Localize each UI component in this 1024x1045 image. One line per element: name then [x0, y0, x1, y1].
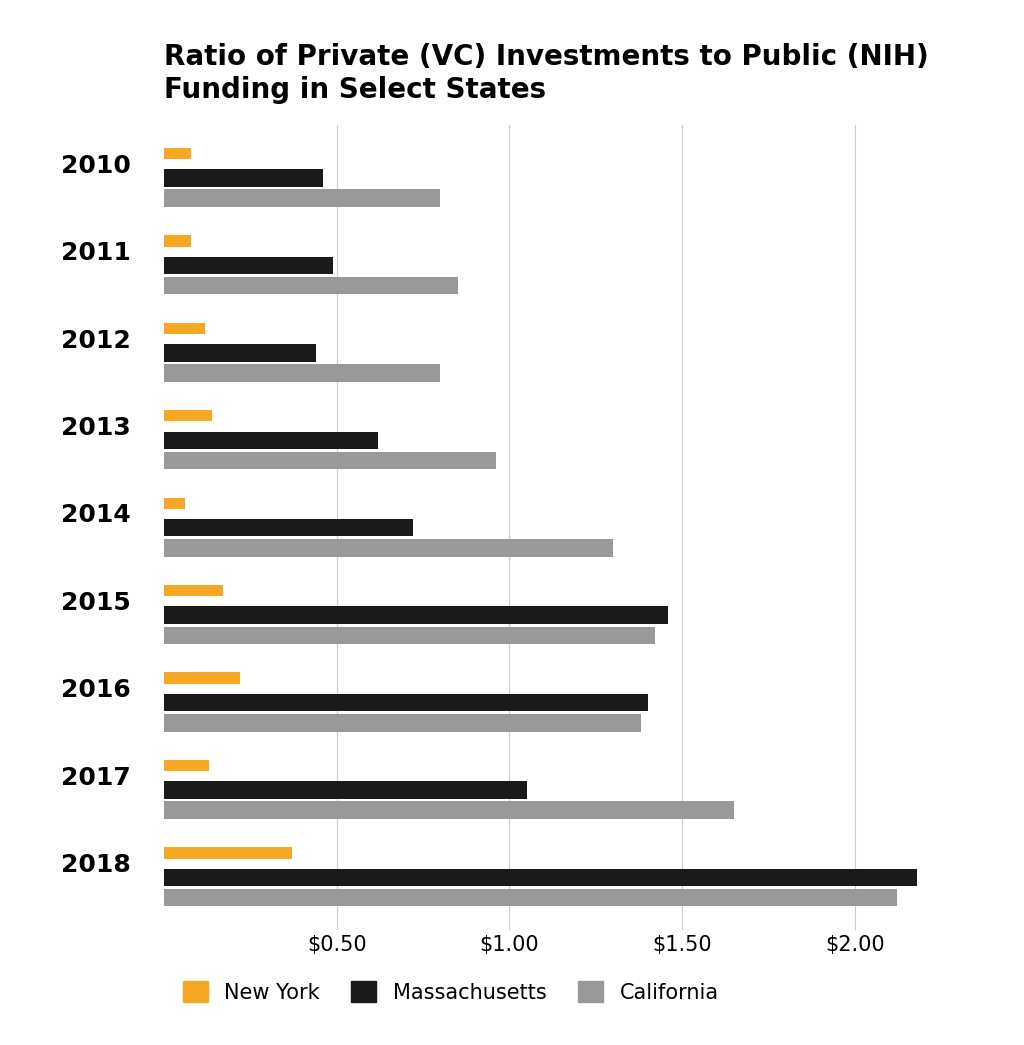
Bar: [164, 714, 641, 731]
Bar: [164, 235, 191, 247]
Legend: New York, Massachusetts, California: New York, Massachusetts, California: [174, 973, 727, 1011]
Text: Ratio of Private (VC) Investments to Public (NIH)
Funding in Select States: Ratio of Private (VC) Investments to Pub…: [164, 43, 929, 103]
Text: 2018: 2018: [60, 854, 131, 878]
Bar: [164, 189, 440, 207]
Bar: [164, 802, 734, 819]
Bar: [164, 585, 222, 597]
Bar: [164, 344, 315, 362]
Bar: [164, 410, 212, 421]
Bar: [164, 147, 191, 159]
Text: 2013: 2013: [60, 416, 131, 440]
Bar: [164, 847, 292, 859]
Bar: [164, 497, 184, 509]
Bar: [164, 519, 413, 536]
Bar: [164, 694, 647, 712]
Bar: [164, 606, 669, 624]
Bar: [164, 364, 440, 381]
Bar: [164, 868, 918, 886]
Bar: [164, 169, 323, 187]
Text: 2011: 2011: [60, 241, 131, 265]
Bar: [164, 257, 333, 274]
Text: 2012: 2012: [60, 328, 131, 352]
Bar: [164, 760, 209, 771]
Text: 2016: 2016: [60, 678, 131, 702]
Bar: [164, 323, 205, 334]
Text: 2017: 2017: [60, 766, 131, 790]
Bar: [164, 627, 654, 644]
Bar: [164, 539, 613, 557]
Text: 2010: 2010: [60, 154, 131, 178]
Bar: [164, 277, 458, 295]
Bar: [164, 889, 897, 906]
Bar: [164, 782, 526, 798]
Bar: [164, 673, 240, 683]
Text: 2014: 2014: [60, 504, 131, 528]
Bar: [164, 451, 496, 469]
Bar: [164, 432, 378, 449]
Text: 2015: 2015: [60, 590, 131, 614]
